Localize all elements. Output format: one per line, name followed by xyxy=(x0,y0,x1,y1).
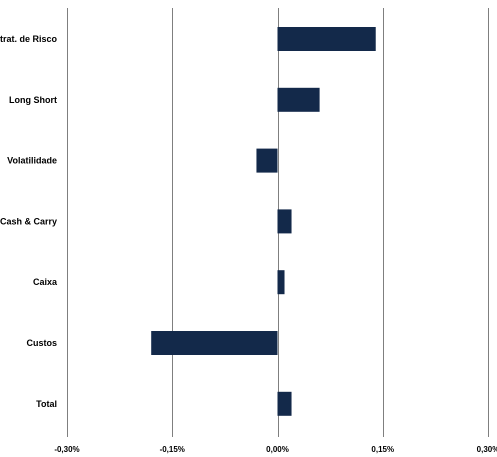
x-tick-label: 0,15% xyxy=(371,445,394,454)
category-label: Caixa xyxy=(33,277,58,287)
bar xyxy=(277,209,292,234)
category-label: Cash & Carry xyxy=(0,216,57,226)
bars xyxy=(151,27,376,416)
bar xyxy=(277,391,292,416)
bar xyxy=(277,87,320,112)
x-tick-label: 0,00% xyxy=(266,445,289,454)
x-tick-labels: -0,30% -0,15% 0,00% 0,15% 0,30% xyxy=(54,445,497,454)
x-tick-label: -0,15% xyxy=(160,445,185,454)
category-label: Custos xyxy=(26,338,57,348)
category-label: Volatilidade xyxy=(7,156,57,166)
category-label: Long Short xyxy=(9,95,57,105)
bar xyxy=(277,27,376,51)
x-tick-label: 0,30% xyxy=(477,445,497,454)
bar xyxy=(256,148,278,173)
category-labels: Estrat. de Risco Long Short Volatilidade Ca… xyxy=(0,34,58,409)
category-label: Total xyxy=(36,399,57,409)
category-label: Estrat. de Risco xyxy=(0,34,57,44)
bar xyxy=(151,331,278,355)
bar xyxy=(277,270,285,295)
x-tick-label: -0,30% xyxy=(54,445,79,454)
